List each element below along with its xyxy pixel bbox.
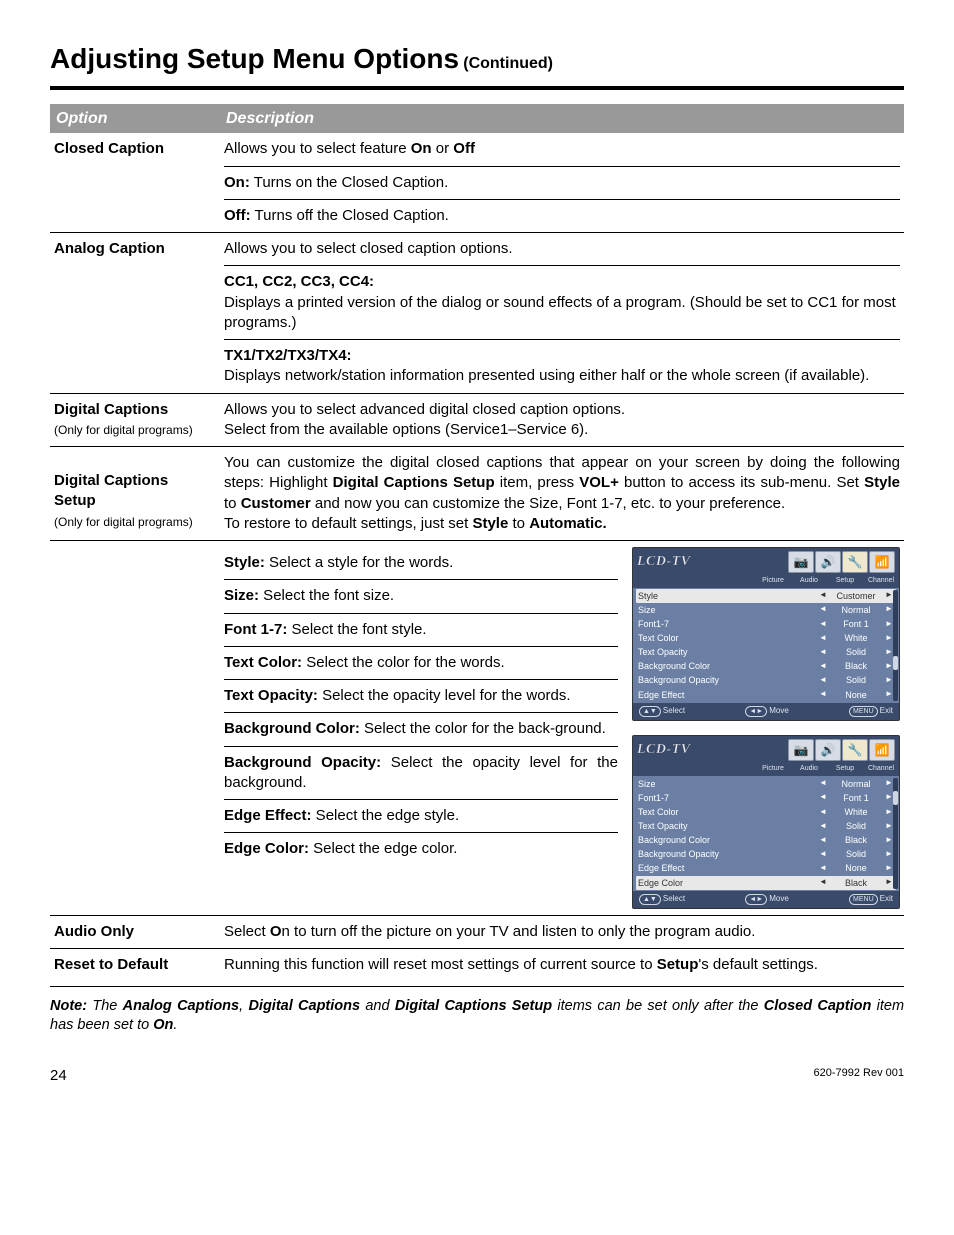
osd-line: Text Color◄White►: [636, 805, 896, 819]
page-title-block: Adjusting Setup Menu Options (Continued): [50, 40, 904, 90]
osd-tab-label: Setup: [831, 764, 859, 773]
analog-cc: CC1, CC2, CC3, CC4: Displays a printed v…: [224, 272, 900, 333]
osd-line: Size◄Normal►: [636, 777, 896, 791]
osd-column: LCD-TV📷🔊🔧📶PictureAudioSetupChannelStyle◄…: [632, 547, 900, 909]
row-reset: Reset to Default Running this function w…: [50, 949, 904, 981]
closed-caption-label: Closed Caption: [54, 139, 224, 159]
page-number: 24: [50, 1066, 67, 1086]
osd-tab-icon: 📷: [788, 551, 814, 573]
osd-tab-label: Audio: [795, 576, 823, 585]
setting-style: Style: Select a style for the words.: [224, 547, 618, 580]
osd-line: Edge Effect◄None►: [636, 688, 896, 702]
osd-line: Background Color◄Black►: [636, 659, 896, 673]
osd-tab-icon: 📶: [869, 739, 895, 761]
row-digital-captions: Digital Captions (Only for digital progr…: [50, 394, 904, 448]
osd-line: Font1-7◄Font 1►: [636, 791, 896, 805]
osd-scrollbar: [893, 590, 898, 701]
settings-block: Style: Select a style for the words. Siz…: [224, 547, 900, 909]
setting-edge-effect: Edge Effect: Select the edge style.: [224, 800, 618, 833]
row-audio-only: Audio Only Select On to turn off the pic…: [50, 916, 904, 949]
osd-line: Text Color◄White►: [636, 631, 896, 645]
osd-line: Background Opacity◄Solid►: [636, 847, 896, 861]
digsetup-desc: You can customize the digital closed cap…: [224, 453, 900, 534]
osd-tab-icon: 📷: [788, 739, 814, 761]
osd-tab-icon: 🔊: [815, 739, 841, 761]
osd-line: Size◄Normal►: [636, 603, 896, 617]
page-continued: (Continued): [463, 55, 553, 72]
osd-panel-2: LCD-TV📷🔊🔧📶PictureAudioSetupChannelSize◄N…: [632, 735, 900, 909]
header-description: Description: [226, 108, 898, 130]
osd-line: Style◄Customer►: [636, 589, 896, 603]
osd-tab-label: Audio: [795, 764, 823, 773]
audio-desc: Select On to turn off the picture on you…: [224, 922, 900, 942]
setting-text-opacity: Text Opacity: Select the opacity level f…: [224, 680, 618, 713]
setting-bg-color: Background Color: Select the color for t…: [224, 713, 618, 746]
cc-on: On: Turns on the Closed Caption.: [224, 173, 900, 193]
closed-caption-desc: Allows you to select feature On or Off O…: [224, 139, 900, 226]
osd-line: Text Opacity◄Solid►: [636, 645, 896, 659]
osd-line: Background Opacity◄Solid►: [636, 673, 896, 687]
osd-line: Edge Effect◄None►: [636, 861, 896, 875]
setting-font: Font 1-7: Select the font style.: [224, 614, 618, 647]
row-settings: Style: Select a style for the words. Siz…: [50, 541, 904, 916]
osd-panel-1: LCD-TV📷🔊🔧📶PictureAudioSetupChannelStyle◄…: [632, 547, 900, 721]
osd-tab-label: Setup: [831, 576, 859, 585]
reset-label: Reset to Default: [54, 955, 224, 975]
table-header: Option Description: [50, 104, 904, 134]
osd-line: Font1-7◄Font 1►: [636, 617, 896, 631]
osd-line: Background Color◄Black►: [636, 833, 896, 847]
osd-tab-icon: 🔊: [815, 551, 841, 573]
osd-line: Edge Color◄Black►: [636, 876, 896, 890]
osd-scrollbar: [893, 778, 898, 889]
digcap-label: Digital Captions (Only for digital progr…: [54, 400, 224, 441]
digcap-desc: Allows you to select advanced digital cl…: [224, 400, 900, 441]
analog-desc: Allows you to select closed caption opti…: [224, 239, 900, 387]
reset-desc: Running this function will reset most se…: [224, 955, 900, 975]
row-closed-caption: Closed Caption Allows you to select feat…: [50, 133, 904, 233]
osd-tab-icon: 🔧: [842, 739, 868, 761]
cc-line1: Allows you to select feature On or Off: [224, 139, 900, 159]
osd-tab-label: Picture: [759, 764, 787, 773]
osd-footer: ▲▼Select◄►MoveMENUExit: [633, 703, 899, 720]
settings-list: Style: Select a style for the words. Siz…: [224, 547, 618, 909]
osd-line: Text Opacity◄Solid►: [636, 819, 896, 833]
note: Note: The Analog Captions, Digital Capti…: [50, 986, 904, 1036]
page-footer: 24 620-7992 Rev 001: [50, 1066, 904, 1086]
osd-tab-label: Channel: [867, 764, 895, 773]
osd-tab-icon: 📶: [869, 551, 895, 573]
header-option: Option: [56, 108, 226, 130]
osd-tab-label: Channel: [867, 576, 895, 585]
page-rev: 620-7992 Rev 001: [813, 1066, 904, 1086]
setting-text-color: Text Color: Select the color for the wor…: [224, 647, 618, 680]
setting-size: Size: Select the font size.: [224, 580, 618, 613]
row-digital-setup: Digital Captions Setup (Only for digital…: [50, 447, 904, 541]
osd-tab-icon: 🔧: [842, 551, 868, 573]
analog-intro: Allows you to select closed caption opti…: [224, 239, 900, 259]
digsetup-label: Digital Captions Setup (Only for digital…: [54, 453, 224, 532]
analog-tx: TX1/TX2/TX3/TX4: Displays network/statio…: [224, 346, 900, 387]
osd-footer: ▲▼Select◄►MoveMENUExit: [633, 891, 899, 908]
osd-tab-label: Picture: [759, 576, 787, 585]
setting-bg-opacity: Background Opacity: Select the opacity l…: [224, 747, 618, 801]
analog-label: Analog Caption: [54, 239, 224, 259]
setting-edge-color: Edge Color: Select the edge color.: [224, 833, 618, 865]
audio-label: Audio Only: [54, 922, 224, 942]
page-title: Adjusting Setup Menu Options: [50, 43, 459, 74]
row-analog: Analog Caption Allows you to select clos…: [50, 233, 904, 394]
cc-off: Off: Turns off the Closed Caption.: [224, 206, 900, 226]
